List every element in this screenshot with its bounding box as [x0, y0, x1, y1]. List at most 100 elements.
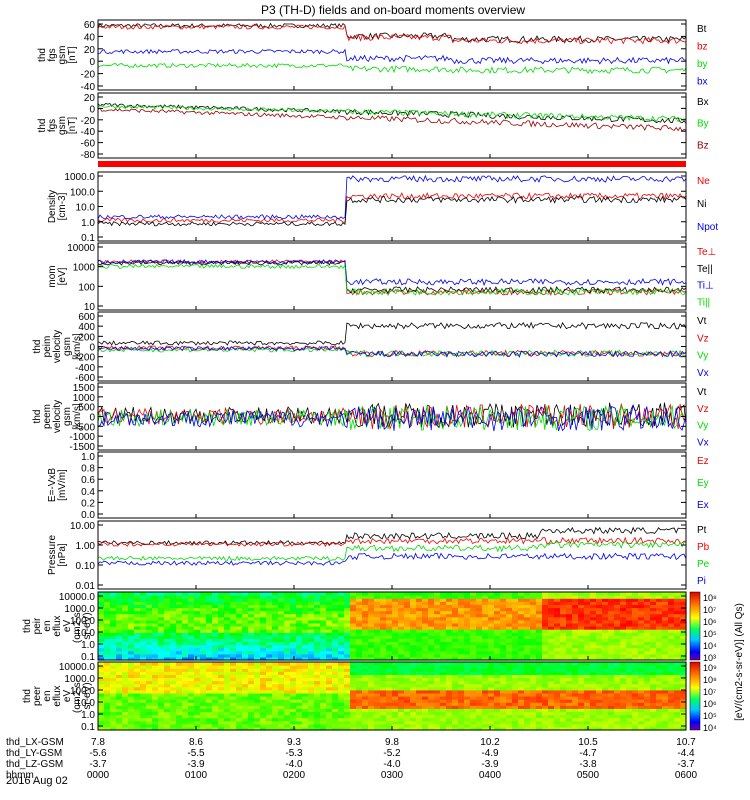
spectrogram-cell: [110, 647, 117, 652]
spectrogram-cell: [104, 674, 111, 679]
spectrogram-cell: [434, 598, 441, 602]
spectrogram-cell: [206, 671, 213, 675]
spectrogram-cell: [488, 705, 495, 709]
spectrogram-cell: [158, 677, 165, 682]
spectrogram-cell: [116, 638, 123, 643]
spectrogram-cell: [392, 674, 399, 679]
spectrogram-cell: [350, 653, 357, 658]
spectrogram-cell: [284, 711, 291, 716]
spectrogram-cell: [578, 635, 585, 639]
spectrogram-cell: [224, 671, 231, 675]
spectrogram-cell: [542, 668, 549, 672]
spectrogram-cell: [218, 619, 225, 624]
spectrogram-cell: [416, 702, 423, 706]
spectrogram-cell: [578, 692, 585, 697]
spectrogram-cell: [272, 647, 279, 652]
spectrogram-cell: [428, 677, 435, 682]
spectrogram-cell: [290, 610, 297, 615]
spectrogram-cell: [134, 696, 141, 700]
spectrogram-cell: [356, 632, 363, 636]
spectrogram-cell: [284, 656, 291, 661]
spectrogram-cell: [530, 632, 537, 636]
spectrogram-cell: [182, 641, 189, 646]
spectrogram-cell: [110, 717, 117, 722]
spectrogram-cell: [656, 632, 663, 636]
spectrogram-cell: [620, 601, 627, 605]
spectrogram-cell: [674, 692, 681, 697]
spectrogram-cell: [134, 668, 141, 672]
spectrogram-cell: [572, 714, 579, 719]
spectrogram-cell: [662, 595, 669, 599]
spectrogram-cell: [578, 641, 585, 646]
panel-frame: [97, 242, 687, 311]
spectrogram-cell: [218, 592, 225, 596]
spectrogram-cell: [422, 665, 429, 669]
spectrogram-cell: [296, 680, 303, 685]
spectrogram-cell: [302, 598, 309, 602]
spectrogram-cell: [236, 632, 243, 636]
spectrogram-cell: [476, 708, 483, 713]
spectrogram-cell: [494, 598, 501, 602]
spectrogram-cell: [248, 598, 255, 602]
spectrogram-cell: [278, 626, 285, 630]
spectrogram-cell: [542, 671, 549, 675]
spectrogram-cell: [140, 644, 147, 649]
spectrogram-cell: [344, 702, 351, 706]
spectrogram-cell: [260, 622, 267, 627]
spectrogram-cell: [488, 632, 495, 636]
spectrogram-cell: [572, 708, 579, 713]
spectrogram-cell: [590, 674, 597, 679]
spectrogram-cell: [530, 622, 537, 627]
spectrogram-cell: [524, 723, 531, 728]
spectrogram-cell: [662, 720, 669, 725]
spectrogram-cell: [494, 689, 501, 694]
y-axis-label: E=-VxB[mV/m]: [47, 468, 68, 503]
spectrogram-cell: [176, 607, 183, 612]
spectrogram-cell: [662, 714, 669, 719]
spectrogram-cell: [212, 629, 219, 633]
spectrogram-cell: [620, 720, 627, 725]
spectrogram-cell: [230, 723, 237, 728]
spectrogram-cell: [608, 668, 615, 672]
series-line-npot: [97, 174, 687, 220]
y-tick-label: 10000.0: [59, 662, 96, 673]
spectrogram-cell: [512, 632, 519, 636]
spectrogram-cell: [548, 680, 555, 685]
spectrogram-cell: [452, 613, 459, 618]
spectrogram-cell: [272, 616, 279, 621]
spectrogram-cell: [314, 662, 321, 666]
spectrogram-cell: [656, 644, 663, 649]
spectrogram-cell: [380, 677, 387, 682]
legend-entry: Vy: [697, 421, 708, 432]
spectrogram-cell: [380, 653, 387, 658]
spectrogram-cell: [128, 595, 135, 599]
spectrogram-cell: [446, 641, 453, 646]
spectrogram-cell: [158, 616, 165, 621]
spectrogram-cell: [614, 622, 621, 627]
spectrogram-cell: [632, 717, 639, 722]
spectrogram-cell: [314, 705, 321, 709]
spectrogram-cell: [308, 720, 315, 725]
spectrogram-cell: [110, 592, 117, 596]
spectrogram-cell: [416, 717, 423, 722]
spectrogram-cell: [632, 680, 639, 685]
spectrogram-cell: [668, 650, 675, 655]
spectrogram-cell: [548, 610, 555, 615]
spectrogram-cell: [638, 626, 645, 630]
spectrogram-cell: [398, 677, 405, 682]
spectrogram-cell: [620, 705, 627, 709]
spectrogram-cell: [386, 714, 393, 719]
spectrogram-cell: [374, 680, 381, 685]
spectrogram-cell: [506, 598, 513, 602]
legend-entry: Te||: [697, 264, 713, 275]
ephemeris-value: -5.3: [285, 748, 303, 759]
spectrogram-cell: [170, 662, 177, 666]
spectrogram-cell: [152, 708, 159, 713]
spectrogram-cell: [668, 720, 675, 725]
spectrogram-cell: [446, 677, 453, 682]
spectrogram-cell: [410, 647, 417, 652]
spectrogram-cell: [650, 726, 657, 731]
spectrogram-cell: [110, 708, 117, 713]
spectrogram-cell: [590, 677, 597, 682]
spectrogram-cell: [218, 668, 225, 672]
